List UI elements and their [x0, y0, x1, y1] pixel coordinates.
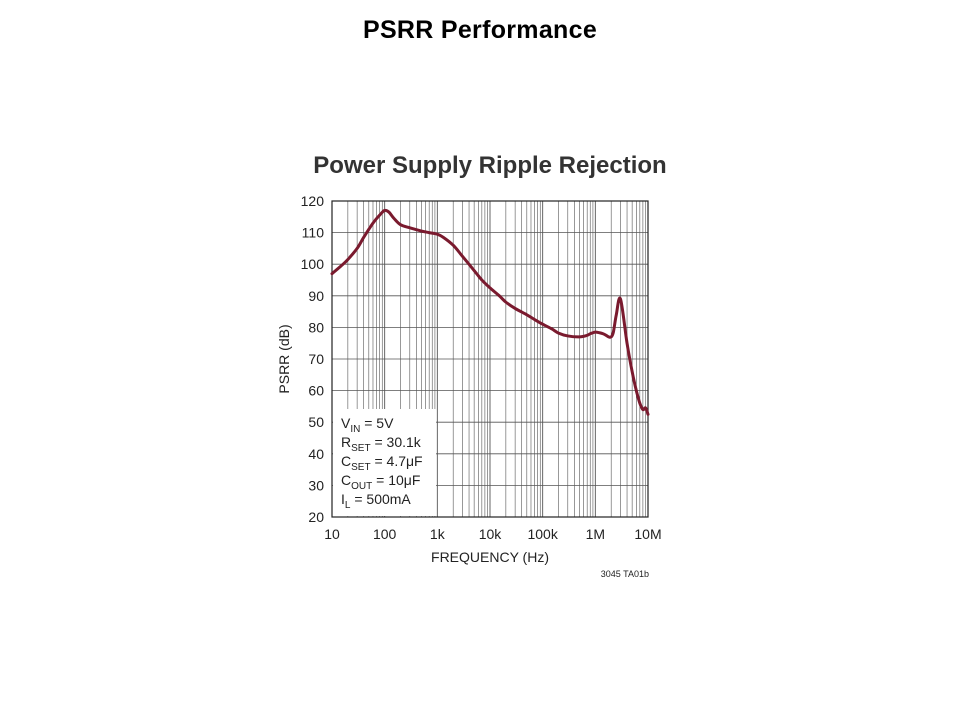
x-tick-label: 1M: [586, 526, 605, 542]
condition-line: RSET = 30.1k: [341, 434, 422, 454]
y-tick-label: 100: [301, 256, 325, 272]
x-tick-label: 100k: [527, 526, 558, 542]
condition-line: IL = 500mA: [341, 491, 411, 511]
x-tick-label: 10M: [634, 526, 661, 542]
y-tick-label: 50: [308, 414, 324, 430]
series-layer: [330, 208, 650, 416]
plot-frame: [331, 200, 649, 518]
y-tick-label: 80: [308, 319, 324, 335]
tick-labels: 10 100 1k 10k 100k 1M 10M 20 30 40 50 60 70 80 90 100 11…: [301, 193, 662, 542]
y-tick-label: 20: [308, 509, 324, 525]
condition-line: COUT = 10μF: [341, 472, 420, 492]
figure-id: 3045 TA01b: [601, 569, 649, 579]
condition-line: CSET = 4.7μF: [341, 453, 423, 473]
slide-title: PSRR Performance: [362, 16, 598, 44]
y-tick-label: 60: [308, 383, 324, 399]
y-axis-label: PSRR (dB): [276, 324, 292, 393]
y-tick-label: 70: [308, 351, 324, 367]
y-tick-label: 90: [308, 288, 324, 304]
x-tick-label: 1k: [430, 526, 446, 542]
condition-line: VIN = 5V: [341, 415, 394, 435]
chart-title: Power Supply Ripple Rejection: [313, 152, 666, 179]
psrr-series-line: [330, 208, 650, 416]
y-tick-label: 120: [301, 193, 325, 209]
y-tick-label: 110: [302, 225, 325, 241]
conditions-background: [333, 409, 436, 516]
y-tick-label: 30: [308, 477, 324, 493]
x-tick-label: 10k: [479, 526, 503, 542]
x-axis-label: FREQUENCY (Hz): [431, 549, 549, 565]
x-tick-label: 10: [324, 526, 340, 542]
x-tick-label: 100: [373, 526, 397, 542]
y-tick-label: 40: [308, 446, 324, 462]
